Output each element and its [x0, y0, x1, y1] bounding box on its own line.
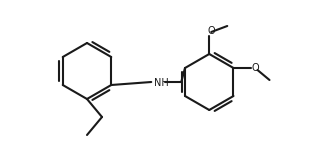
- Text: O: O: [252, 63, 259, 73]
- Text: NH: NH: [154, 78, 169, 88]
- Text: O: O: [207, 26, 215, 36]
